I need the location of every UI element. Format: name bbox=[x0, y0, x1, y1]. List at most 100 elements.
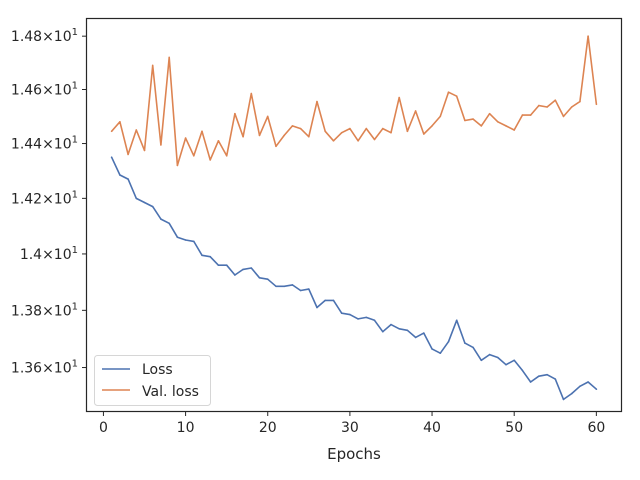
data-point-val-loss bbox=[373, 138, 376, 141]
data-point-val-loss bbox=[472, 118, 474, 120]
data-point-val-loss bbox=[143, 149, 146, 152]
data-point-val-loss bbox=[324, 130, 327, 133]
data-point-loss bbox=[193, 240, 195, 243]
y-tick-label: 1.36×101 bbox=[11, 359, 78, 377]
data-point-loss bbox=[529, 381, 532, 383]
data-point-loss bbox=[447, 340, 450, 343]
data-point-loss bbox=[168, 222, 170, 225]
data-point-val-loss bbox=[595, 103, 598, 106]
data-point-val-loss bbox=[299, 127, 302, 130]
data-point-loss bbox=[283, 285, 286, 288]
x-tick-label: 40 bbox=[423, 420, 441, 436]
data-point-val-loss bbox=[488, 112, 491, 115]
data-point-val-loss bbox=[217, 140, 220, 142]
data-point-loss bbox=[324, 299, 327, 302]
data-point-loss bbox=[587, 381, 589, 383]
data-point-loss bbox=[201, 254, 203, 257]
data-point-loss bbox=[209, 255, 211, 258]
data-point-val-loss bbox=[332, 140, 335, 142]
y-tick-label: 1.4×101 bbox=[20, 245, 78, 263]
data-point-loss bbox=[135, 197, 138, 200]
x-tick-label: 60 bbox=[587, 420, 605, 436]
data-point-val-loss bbox=[423, 133, 425, 135]
data-point-loss bbox=[513, 359, 515, 362]
data-point-loss bbox=[250, 267, 253, 269]
data-point-loss bbox=[151, 205, 154, 208]
data-point-val-loss bbox=[225, 155, 228, 157]
data-point-val-loss bbox=[570, 106, 573, 108]
data-point-val-loss bbox=[562, 115, 565, 118]
data-point-loss bbox=[266, 278, 269, 281]
data-point-loss bbox=[497, 356, 499, 359]
data-point-loss bbox=[357, 318, 359, 320]
data-point-loss bbox=[340, 312, 343, 315]
data-point-val-loss bbox=[546, 106, 548, 108]
data-point-loss bbox=[562, 398, 565, 401]
legend-box bbox=[94, 355, 211, 406]
x-tick-label: 0 bbox=[99, 420, 108, 436]
data-point-loss bbox=[110, 156, 113, 158]
data-point-loss bbox=[488, 353, 491, 356]
data-point-loss bbox=[505, 363, 507, 366]
data-point-loss bbox=[127, 178, 129, 180]
data-point-val-loss bbox=[193, 155, 195, 157]
y-tick-label: 1.48×101 bbox=[11, 27, 78, 45]
data-point-loss bbox=[234, 274, 236, 276]
x-tick-label: 50 bbox=[505, 420, 523, 436]
data-point-val-loss bbox=[579, 100, 581, 103]
data-point-loss bbox=[414, 336, 417, 339]
data-point-val-loss bbox=[176, 164, 179, 167]
series-line-loss bbox=[110, 156, 597, 401]
data-point-loss bbox=[308, 288, 310, 290]
x-tick-label: 10 bbox=[177, 420, 195, 436]
data-point-val-loss bbox=[357, 140, 359, 142]
data-point-val-loss bbox=[201, 130, 203, 133]
data-point-val-loss bbox=[127, 153, 129, 156]
data-point-val-loss bbox=[168, 56, 170, 59]
data-point-val-loss bbox=[497, 121, 499, 123]
data-point-loss bbox=[382, 330, 384, 333]
data-point-loss bbox=[423, 332, 425, 334]
y-tick-label: 1.46×101 bbox=[11, 80, 78, 98]
data-point-loss bbox=[225, 264, 228, 267]
data-point-loss bbox=[275, 285, 277, 288]
data-point-val-loss bbox=[234, 112, 236, 115]
data-point-val-loss bbox=[242, 135, 244, 138]
data-point-val-loss bbox=[340, 131, 343, 134]
data-point-loss bbox=[538, 375, 540, 378]
data-point-loss bbox=[365, 316, 368, 319]
data-point-val-loss bbox=[538, 104, 540, 107]
series-layer bbox=[110, 35, 598, 401]
data-point-val-loss bbox=[209, 159, 211, 161]
data-point-val-loss bbox=[414, 110, 417, 112]
data-point-val-loss bbox=[308, 135, 310, 138]
data-point-val-loss bbox=[390, 131, 392, 134]
data-point-val-loss bbox=[349, 127, 351, 130]
data-point-loss bbox=[455, 319, 458, 322]
y-axis-ticks: 1.36×101 1.38×101 1.4×101 1.42×101 1.44×101 1… bbox=[11, 27, 87, 377]
data-point-loss bbox=[464, 342, 466, 344]
series-line-val-loss bbox=[110, 35, 598, 167]
legend-label-val-loss: Val. loss bbox=[142, 384, 199, 400]
data-point-val-loss bbox=[554, 99, 557, 101]
data-point-val-loss bbox=[447, 91, 450, 93]
data-point-loss bbox=[217, 264, 220, 267]
data-point-loss bbox=[546, 373, 548, 376]
data-point-val-loss bbox=[184, 137, 187, 139]
data-point-val-loss bbox=[283, 134, 286, 137]
data-point-loss bbox=[554, 378, 557, 380]
data-point-loss bbox=[390, 323, 392, 326]
data-point-loss bbox=[242, 268, 244, 271]
data-point-val-loss bbox=[135, 129, 138, 131]
data-point-loss bbox=[373, 319, 376, 322]
data-point-loss bbox=[332, 299, 335, 302]
data-point-loss bbox=[119, 174, 121, 176]
data-point-val-loss bbox=[110, 130, 113, 133]
data-point-loss bbox=[143, 201, 146, 204]
x-tick-label: 30 bbox=[341, 420, 359, 436]
data-point-val-loss bbox=[521, 114, 524, 116]
data-point-loss bbox=[258, 277, 261, 279]
data-point-loss bbox=[472, 346, 474, 349]
data-point-loss bbox=[406, 329, 409, 332]
